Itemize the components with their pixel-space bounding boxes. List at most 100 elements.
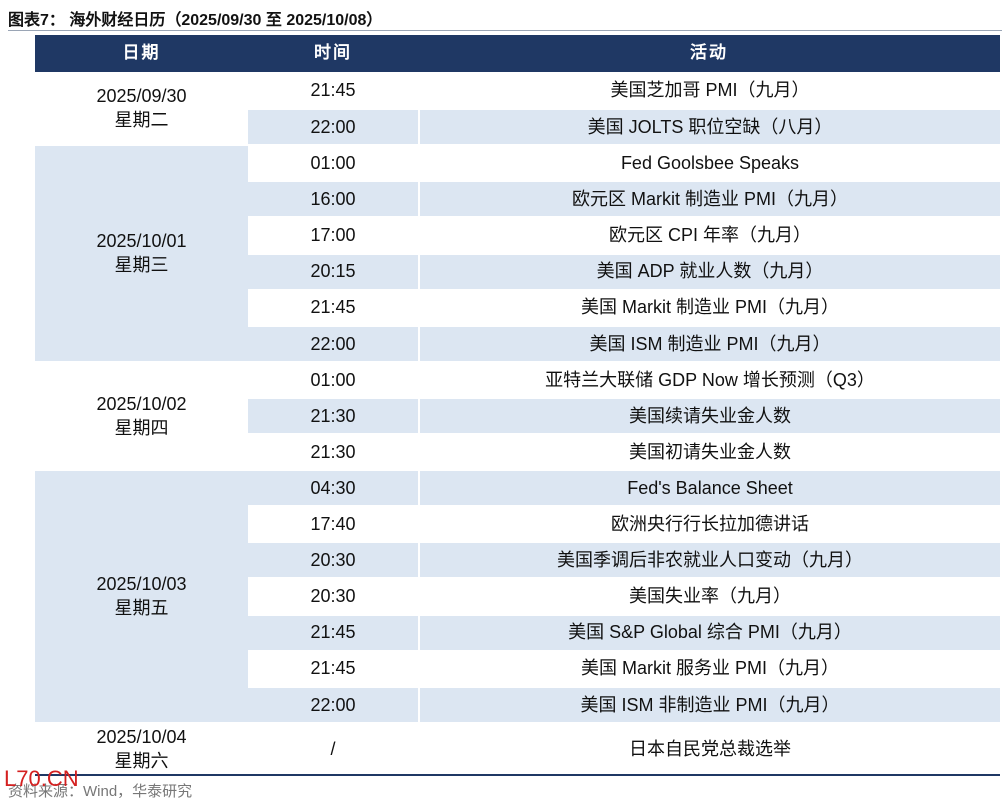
date-cell: 2025/10/01 星期三 (35, 144, 248, 361)
time-cell: 16:00 (248, 180, 418, 217)
activity-cell: 亚特兰大联储 GDP Now 增长预测（Q3） (420, 360, 1000, 397)
cell-text: 21:45 (310, 79, 356, 100)
cell-text: 美国续请失业金人数 (629, 405, 791, 426)
cell-text: 美国 ISM 制造业 PMI（九月） (589, 333, 831, 354)
date-cell: 2025/09/30 星期二 (35, 72, 248, 144)
date-cell: 2025/10/04 星期六 (35, 721, 248, 775)
cell-text: Fed's Balance Sheet (627, 477, 793, 498)
bottom-rule (35, 774, 1000, 776)
time-cell: 21:45 (248, 613, 418, 650)
time-cell: 21:30 (248, 396, 418, 433)
cell-text: 2025/10/01 (96, 231, 187, 252)
cell-text: 亚特兰大联储 GDP Now 增长预测（Q3） (545, 369, 875, 390)
cell-text: 01:00 (310, 153, 356, 174)
cell-text: 美国芝加哥 PMI（九月） (610, 79, 810, 100)
cell-text: 22:00 (310, 333, 356, 354)
cell-text: 欧元区 Markit 制造业 PMI（九月） (571, 189, 848, 210)
time-cell: 21:45 (248, 72, 418, 108)
cell-text: 美国季调后非农就业人口变动（九月） (557, 550, 863, 571)
cell-text: 美国初请失业金人数 (629, 441, 791, 462)
cell-text: 20:15 (310, 261, 356, 282)
cell-text: 美国 S&P Global 综合 PMI（九月） (568, 622, 852, 643)
cell-text: 21:45 (310, 297, 356, 318)
activity-cell: 美国 Markit 服务业 PMI（九月） (420, 649, 1000, 686)
cell-text: 01:00 (310, 369, 356, 390)
cell-text: 美国 Markit 制造业 PMI（九月） (580, 297, 839, 318)
cell-text: 2025/09/30 (96, 85, 187, 106)
cell-text: 21:30 (310, 441, 356, 462)
title-rule (8, 30, 1002, 31)
cell-text: 时间 (314, 43, 352, 63)
cell-text: 星期五 (114, 598, 169, 619)
activity-cell: Fed's Balance Sheet (420, 469, 1000, 506)
date-cell: 2025/10/03 星期五 (35, 469, 248, 722)
cell-text: / (330, 739, 336, 760)
cell-text: 2025/10/04 (96, 727, 187, 747)
activity-cell: Fed Goolsbee Speaks (420, 144, 1000, 180)
cell-text: Fed Goolsbee Speaks (620, 153, 800, 174)
cell-text: 17:00 (310, 225, 356, 246)
cell-text: 美国 Markit 服务业 PMI（九月） (580, 658, 839, 679)
time-cell: 22:00 (248, 685, 418, 722)
time-cell: 01:00 (248, 144, 418, 180)
time-cell: 22:00 (248, 324, 418, 361)
cell-text: 星期二 (114, 110, 169, 131)
activity-cell: 美国失业率（九月） (420, 577, 1000, 613)
activity-cell: 日本自民党总裁选举 (420, 721, 1000, 775)
activity-cell: 美国 ISM 非制造业 PMI（九月） (420, 685, 1000, 722)
cell-text: 21:45 (310, 658, 356, 679)
cell-text: 星期六 (114, 751, 169, 772)
cell-text: 日本自民党总裁选举 (629, 739, 791, 760)
activity-cell: 欧元区 Markit 制造业 PMI（九月） (420, 180, 1000, 217)
cell-text: 20:30 (310, 586, 356, 607)
activity-cell: 美国 Markit 制造业 PMI（九月） (420, 288, 1000, 325)
cell-text: 星期四 (114, 417, 169, 438)
time-cell: 04:30 (248, 469, 418, 506)
activity-cell: 美国 ADP 就业人数（九月） (420, 252, 1000, 289)
cell-text: 星期三 (114, 255, 169, 276)
activity-cell: 美国初请失业金人数 (420, 433, 1000, 469)
header-cell: 活动 (418, 35, 1000, 72)
activity-cell: 美国 ISM 制造业 PMI（九月） (420, 324, 1000, 361)
cell-text: 欧洲央行行长拉加德讲话 (611, 514, 809, 535)
activity-cell: 美国续请失业金人数 (420, 396, 1000, 433)
cell-text: 04:30 (310, 477, 356, 498)
cell-text: 2025/10/03 (96, 574, 187, 595)
cell-text: 2025/10/02 (96, 393, 187, 414)
time-cell: 22:00 (248, 108, 418, 145)
time-cell: 21:30 (248, 433, 418, 469)
cell-text: 美国 JOLTS 职位空缺（八月） (587, 116, 833, 137)
cell-text: 美国失业率（九月） (629, 586, 791, 607)
time-cell: 20:30 (248, 577, 418, 613)
header-cell: 日期 (35, 35, 248, 72)
cell-text: 16:00 (310, 189, 356, 210)
cell-text: 日期 (122, 43, 161, 63)
date-cell: 2025/10/02 星期四 (35, 360, 248, 469)
cell-text: 17:40 (310, 514, 356, 535)
cell-text: 欧元区 CPI 年率（九月） (608, 225, 811, 246)
cell-text: 美国 ISM 非制造业 PMI（九月） (580, 694, 840, 715)
activity-cell: 欧洲央行行长拉加德讲话 (420, 505, 1000, 541)
time-cell: 20:15 (248, 252, 418, 289)
time-cell: 21:45 (248, 649, 418, 686)
cell-text: 美国 ADP 就业人数（九月） (596, 261, 824, 282)
watermark: L70.CN (4, 766, 79, 791)
activity-cell: 美国季调后非农就业人口变动（九月） (420, 541, 1000, 578)
time-cell: 21:45 (248, 288, 418, 325)
activity-cell: 美国 JOLTS 职位空缺（八月） (420, 108, 1000, 145)
cell-text: 22:00 (310, 694, 356, 715)
time-cell: 20:30 (248, 541, 418, 578)
activity-cell: 美国芝加哥 PMI（九月） (420, 72, 1000, 108)
source: 资料来源：Wind，华泰研究 (8, 783, 193, 800)
activity-cell: 美国 S&P Global 综合 PMI（九月） (420, 613, 1000, 650)
time-cell: / (248, 721, 418, 775)
cell-text: 22:00 (310, 116, 356, 137)
cell-text: 20:30 (310, 550, 356, 571)
activity-cell: 欧元区 CPI 年率（九月） (420, 216, 1000, 252)
time-cell: 01:00 (248, 360, 418, 397)
title: 图表7： 海外财经日历（2025/09/30 至 2025/10/08） (8, 12, 383, 29)
header-cell: 时间 (248, 35, 418, 72)
cell-text: 21:30 (310, 405, 356, 426)
time-cell: 17:40 (248, 505, 418, 541)
